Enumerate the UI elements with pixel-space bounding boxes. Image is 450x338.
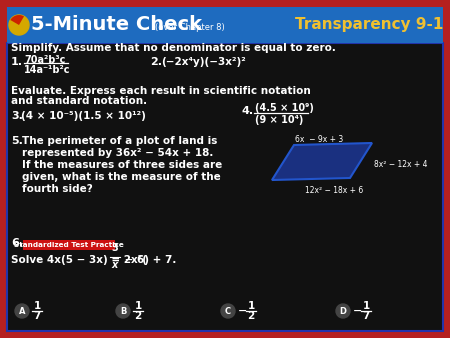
Bar xyxy=(7,7,443,43)
Circle shape xyxy=(221,304,235,318)
Text: represented by 36x² − 54x + 18.: represented by 36x² − 54x + 18. xyxy=(22,148,213,158)
Text: (4.5 × 10⁹): (4.5 × 10⁹) xyxy=(255,103,314,113)
Circle shape xyxy=(116,304,130,318)
Bar xyxy=(23,240,115,250)
Text: 1: 1 xyxy=(248,301,255,311)
Text: Simplify. Assume that no denominator is equal to zero.: Simplify. Assume that no denominator is … xyxy=(11,43,336,53)
Text: 7: 7 xyxy=(33,311,40,321)
Text: (9 × 10⁴): (9 × 10⁴) xyxy=(255,115,303,125)
Text: −: − xyxy=(238,306,248,316)
Text: 1: 1 xyxy=(135,301,142,311)
Text: 2: 2 xyxy=(248,311,255,321)
Text: (over Chapter 8): (over Chapter 8) xyxy=(155,24,225,32)
Text: given, what is the measure of the: given, what is the measure of the xyxy=(22,172,221,182)
Text: (4 × 10⁻⁵)(1.5 × 10¹²): (4 × 10⁻⁵)(1.5 × 10¹²) xyxy=(21,111,146,121)
Text: 5-Minute Check: 5-Minute Check xyxy=(31,16,202,34)
Text: B: B xyxy=(120,307,126,315)
Text: Solve 4x(5 − 3x) = 2x²(: Solve 4x(5 − 3x) = 2x²( xyxy=(11,255,147,265)
Text: 3: 3 xyxy=(112,243,118,253)
Text: 12x² − 18x + 6: 12x² − 18x + 6 xyxy=(305,186,363,195)
Text: −: − xyxy=(353,306,362,316)
Text: 5.: 5. xyxy=(11,136,23,146)
Text: and standard notation.: and standard notation. xyxy=(11,96,147,106)
Bar xyxy=(7,43,443,331)
Text: 2.: 2. xyxy=(150,57,162,67)
Text: 1.: 1. xyxy=(11,57,23,67)
Text: 1: 1 xyxy=(33,301,40,311)
Text: C: C xyxy=(225,307,231,315)
Text: 6x  − 9x + 3: 6x − 9x + 3 xyxy=(295,135,343,144)
Text: Evaluate. Express each result in scientific notation: Evaluate. Express each result in scienti… xyxy=(11,86,311,96)
Wedge shape xyxy=(10,15,24,25)
Text: − 6) + 7.: − 6) + 7. xyxy=(121,255,176,265)
Text: 70a²b³c: 70a²b³c xyxy=(24,55,65,65)
Text: 6.: 6. xyxy=(11,238,23,248)
Text: D: D xyxy=(339,307,346,315)
Text: 1: 1 xyxy=(362,301,369,311)
Text: If the measures of three sides are: If the measures of three sides are xyxy=(22,160,222,170)
Circle shape xyxy=(336,304,350,318)
Text: Transparency 9-1: Transparency 9-1 xyxy=(295,18,443,32)
Text: 3.: 3. xyxy=(11,111,23,121)
Text: (−2x⁴y)(−3x²)²: (−2x⁴y)(−3x²)² xyxy=(161,57,246,67)
Text: Standardized Test Practice: Standardized Test Practice xyxy=(14,242,124,248)
Text: 7: 7 xyxy=(362,311,370,321)
Text: 2: 2 xyxy=(135,311,142,321)
Text: The perimeter of a plot of land is: The perimeter of a plot of land is xyxy=(22,136,217,146)
Polygon shape xyxy=(272,143,372,180)
Text: A: A xyxy=(19,307,25,315)
Text: fourth side?: fourth side? xyxy=(22,184,93,194)
Circle shape xyxy=(9,15,29,35)
Text: 4.: 4. xyxy=(242,106,254,116)
Circle shape xyxy=(15,304,29,318)
Text: 8x² − 12x + 4: 8x² − 12x + 4 xyxy=(374,160,428,169)
Text: 14a⁻¹b²c: 14a⁻¹b²c xyxy=(24,65,71,75)
Text: x: x xyxy=(112,260,118,270)
